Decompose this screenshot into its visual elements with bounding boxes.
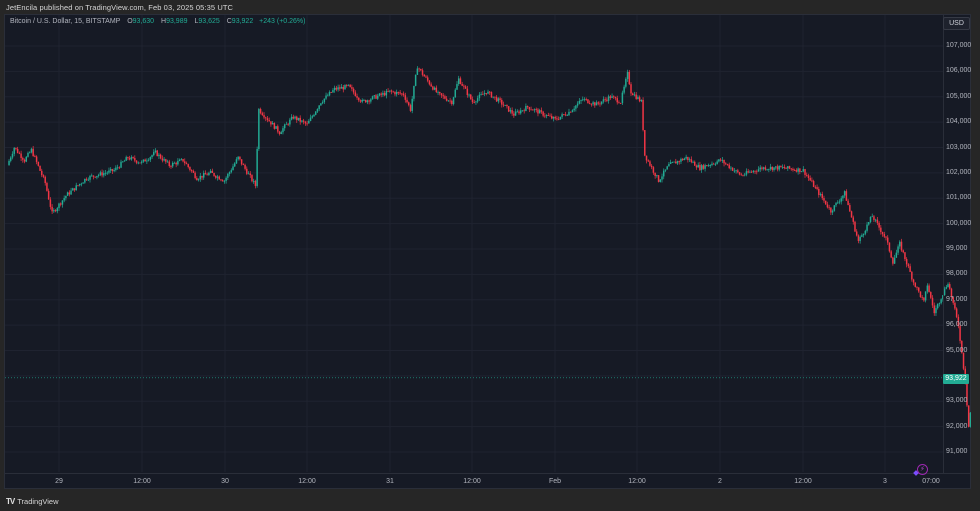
- chart-legend: Bitcoin / U.S. Dollar, 15, BITSTAMP O93,…: [10, 18, 306, 25]
- time-tick-label: 2: [718, 478, 722, 485]
- price-tick-label: 97,000: [946, 295, 968, 303]
- price-tick-label: 92,000: [946, 422, 968, 430]
- time-tick-label: 12:00: [463, 478, 481, 485]
- branding-text: TradingView: [17, 497, 59, 506]
- price-tick-label: 96,000: [946, 321, 968, 329]
- open-value: 93,630: [132, 18, 155, 25]
- tv-logo-icon: TV: [6, 497, 15, 506]
- time-axis-divider: [5, 473, 971, 474]
- change-value: +243 (+0.26%): [259, 18, 306, 25]
- price-tick-label: 100,000: [946, 219, 972, 227]
- price-tick-label: 102,000: [946, 168, 972, 176]
- price-tick-label: 93,000: [946, 397, 968, 405]
- time-tick-label: 29: [55, 478, 63, 485]
- price-tick-label: 101,000: [946, 194, 972, 202]
- low-value: 93,625: [198, 18, 220, 25]
- last-price-tag: 93,922: [943, 374, 969, 384]
- symbol-title[interactable]: Bitcoin / U.S. Dollar, 15, BITSTAMP: [10, 18, 121, 25]
- price-tick-label: 107,000: [946, 42, 972, 49]
- time-tick-label: 30: [221, 478, 229, 485]
- price-tick-label: 95,000: [946, 346, 968, 354]
- price-axis-divider: [943, 15, 944, 473]
- currency-button[interactable]: USD: [943, 17, 970, 30]
- close-value: 93,922: [231, 18, 254, 25]
- time-tick-label: 07:00: [922, 478, 940, 485]
- time-tick-label: 12:00: [133, 478, 151, 485]
- lightning-icon[interactable]: ⚡: [917, 464, 928, 475]
- chart-grid: [5, 15, 943, 472]
- price-tick-label: 105,000: [946, 92, 972, 100]
- time-tick-label: 31: [386, 478, 394, 485]
- candles: [8, 66, 971, 428]
- price-tick-label: 106,000: [946, 67, 972, 75]
- time-tick-label: 12:00: [794, 478, 812, 485]
- price-tick-label: 104,000: [946, 118, 972, 126]
- time-tick-label: 12:00: [628, 478, 646, 485]
- time-tick-label: 3: [883, 478, 887, 485]
- price-tick-label: 98,000: [946, 270, 968, 278]
- high-value: 93,989: [166, 18, 188, 25]
- tradingview-logo[interactable]: TV TradingView: [6, 497, 59, 506]
- price-tick-label: 91,000: [946, 448, 968, 455]
- time-tick-label: Feb: [548, 478, 562, 485]
- price-tick-label: 99,000: [946, 245, 968, 252]
- candlestick-plot[interactable]: [4, 14, 971, 489]
- price-tick-label: 103,000: [946, 143, 972, 151]
- publisher-line: JetEncila published on TradingView.com, …: [6, 3, 234, 12]
- time-tick-label: 12:00: [298, 478, 316, 485]
